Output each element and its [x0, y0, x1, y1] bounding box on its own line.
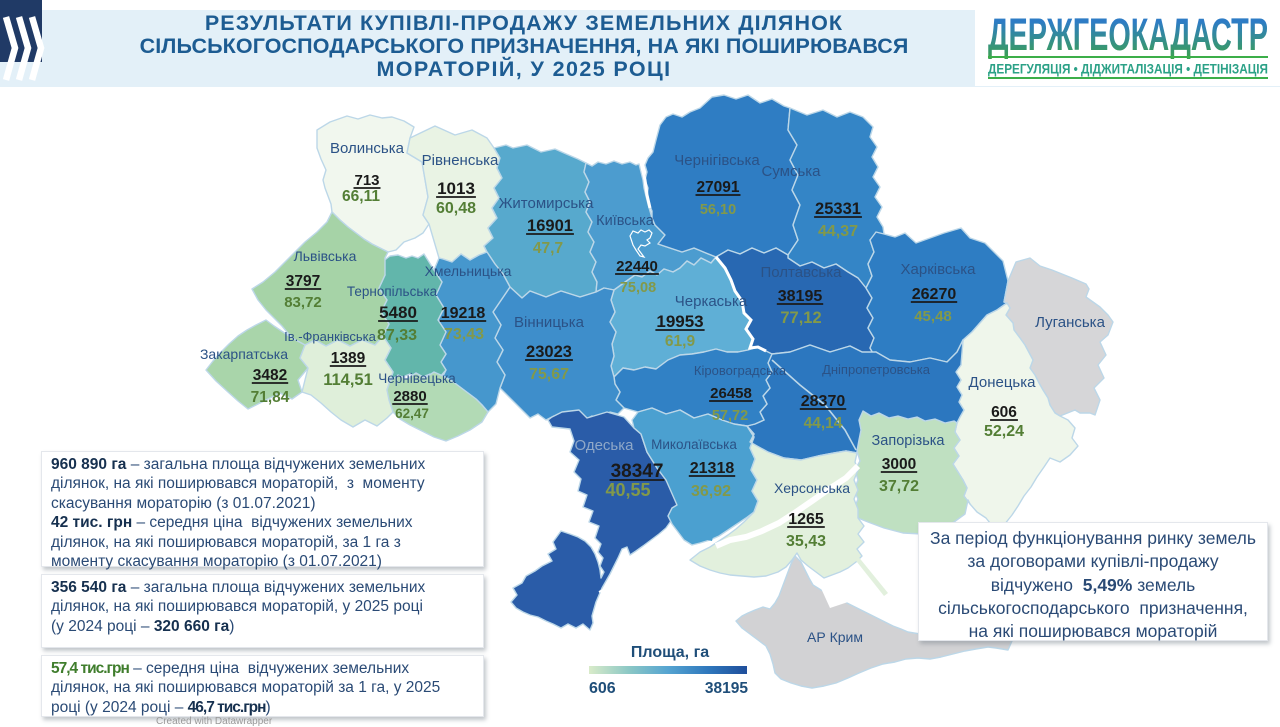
svg-text:3000: 3000	[882, 456, 916, 473]
svg-text:Запорізька: Запорізька	[872, 433, 946, 449]
svg-text:Чернігівська: Чернігівська	[674, 152, 760, 169]
svg-text:1013: 1013	[437, 179, 475, 198]
svg-text:73,43: 73,43	[444, 326, 484, 343]
svg-text:Луганська: Луганська	[1035, 314, 1105, 331]
svg-text:57,72: 57,72	[712, 408, 748, 424]
svg-text:28370: 28370	[801, 393, 846, 410]
svg-text:26270: 26270	[912, 286, 957, 303]
svg-text:44,14: 44,14	[804, 415, 843, 432]
svg-text:87,33: 87,33	[377, 327, 417, 344]
svg-text:Черкаська: Черкаська	[675, 293, 748, 310]
svg-text:2880: 2880	[393, 388, 426, 405]
svg-text:36,92: 36,92	[691, 483, 731, 500]
svg-text:Київська: Київська	[596, 213, 655, 229]
svg-text:23023: 23023	[526, 343, 572, 361]
svg-text:Полтавська: Полтавська	[761, 264, 843, 281]
svg-text:606: 606	[589, 680, 616, 697]
svg-text:16901: 16901	[527, 217, 573, 235]
svg-text:75,67: 75,67	[529, 366, 569, 383]
svg-text:75,08: 75,08	[620, 280, 656, 296]
svg-text:61,9: 61,9	[665, 333, 696, 350]
svg-text:38347: 38347	[611, 461, 664, 482]
svg-text:606: 606	[991, 404, 1017, 421]
svg-text:62,47: 62,47	[395, 406, 429, 421]
svg-text:Хмельницька: Хмельницька	[425, 263, 512, 279]
svg-text:37,72: 37,72	[879, 478, 919, 495]
svg-text:5480: 5480	[379, 303, 417, 322]
svg-text:27091: 27091	[696, 179, 739, 196]
svg-text:3797: 3797	[286, 273, 320, 290]
svg-text:Кіровоградська: Кіровоградська	[694, 363, 787, 378]
svg-text:83,72: 83,72	[284, 294, 322, 311]
svg-text:ДЕРЕГУЛЯЦІЯ • ДІДЖИТАЛІЗАЦІЯ •: ДЕРЕГУЛЯЦІЯ • ДІДЖИТАЛІЗАЦІЯ • ДЕТІНІЗАЦ…	[988, 61, 1268, 77]
svg-text:40,55: 40,55	[605, 480, 650, 500]
svg-text:71,84: 71,84	[251, 389, 290, 406]
svg-text:45,48: 45,48	[914, 308, 952, 325]
svg-text:1389: 1389	[331, 350, 366, 367]
svg-text:56,10: 56,10	[700, 202, 736, 218]
svg-text:Ів.-Франківська: Ів.-Франківська	[284, 329, 377, 344]
svg-text:47,7: 47,7	[533, 240, 563, 257]
svg-text:ДЕРЖГЕОКАДАСТР: ДЕРЖГЕОКАДАСТР	[988, 10, 1268, 60]
svg-text:Площа, га: Площа, га	[631, 644, 709, 661]
svg-text:60,48: 60,48	[436, 200, 476, 217]
svg-text:Миколаївська: Миколаївська	[651, 437, 737, 452]
svg-text:Вінницька: Вінницька	[514, 314, 585, 331]
svg-text:44,37: 44,37	[818, 223, 858, 240]
svg-text:77,12: 77,12	[780, 309, 821, 327]
svg-text:Донецька: Донецька	[969, 374, 1037, 391]
svg-text:Тернопільська: Тернопільська	[347, 284, 438, 299]
svg-text:19218: 19218	[441, 305, 486, 322]
svg-text:66,11: 66,11	[342, 188, 380, 205]
svg-text:25331: 25331	[815, 200, 861, 218]
svg-text:АР Крим: АР Крим	[807, 629, 863, 645]
svg-text:52,24: 52,24	[984, 423, 1024, 440]
svg-text:3482: 3482	[253, 367, 287, 384]
svg-text:19953: 19953	[656, 312, 703, 331]
svg-text:Харківська: Харківська	[901, 261, 977, 278]
svg-text:26458: 26458	[710, 385, 752, 402]
svg-text:114,51: 114,51	[323, 371, 373, 389]
svg-text:Чернівецька: Чернівецька	[378, 371, 456, 386]
svg-text:Львівська: Львівська	[294, 248, 357, 264]
svg-text:Рівненська: Рівненська	[422, 152, 499, 169]
svg-text:Житомирська: Житомирська	[499, 195, 595, 212]
svg-text:Дніпропетровська: Дніпропетровська	[822, 362, 931, 377]
svg-text:1265: 1265	[788, 511, 824, 528]
svg-text:22440: 22440	[616, 258, 658, 275]
svg-text:Сумська: Сумська	[761, 163, 821, 180]
svg-text:Херсонська: Херсонська	[774, 480, 850, 496]
svg-text:Одеська: Одеська	[575, 437, 635, 454]
svg-text:713: 713	[354, 172, 379, 189]
svg-text:Закарпатська: Закарпатська	[200, 346, 288, 362]
svg-text:38195: 38195	[705, 680, 748, 697]
svg-text:21318: 21318	[690, 460, 735, 477]
svg-text:38195: 38195	[778, 288, 823, 305]
svg-text:35,43: 35,43	[786, 533, 826, 550]
svg-text:Волинська: Волинська	[330, 140, 405, 157]
